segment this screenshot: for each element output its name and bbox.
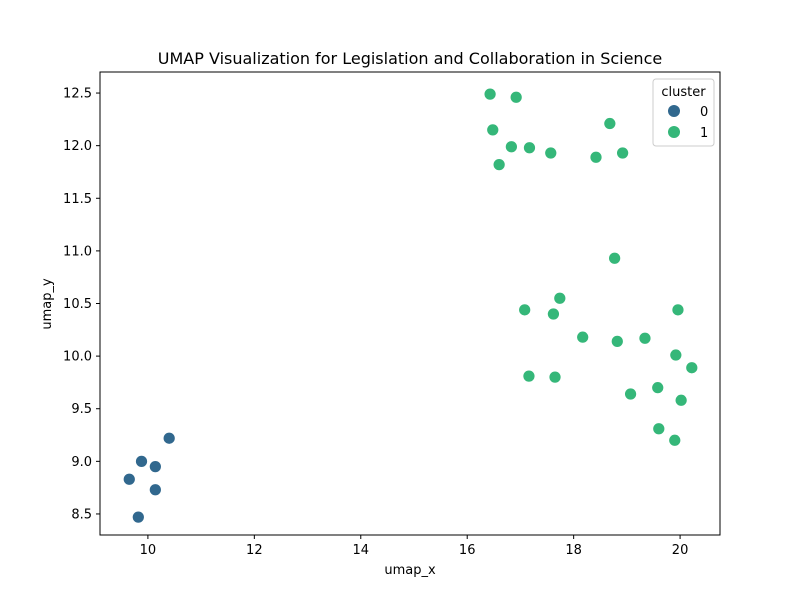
- scatter-point-cluster-1: [589, 150, 603, 164]
- scatter-point-cluster-1: [685, 361, 699, 375]
- scatter-point-cluster-1: [616, 146, 629, 160]
- scatter-point-cluster-1: [624, 387, 637, 401]
- y-tick-label: 12.5: [63, 87, 92, 102]
- scatter-point-cluster-1: [544, 146, 558, 160]
- scatter-point-cluster-0: [162, 431, 176, 445]
- y-tick-label: 9.0: [71, 455, 92, 470]
- chart-title: UMAP Visualization for Legislation and C…: [158, 49, 662, 68]
- legend-marker-0: [668, 105, 680, 117]
- x-tick-label: 10: [140, 543, 157, 558]
- legend-marker-1: [668, 126, 680, 138]
- scatter-point-cluster-1: [652, 422, 666, 436]
- scatter-point-cluster-1: [509, 90, 523, 104]
- scatter-point-cluster-1: [669, 348, 683, 362]
- scatter-point-cluster-1: [523, 141, 536, 155]
- scatter-point-cluster-1: [486, 123, 500, 137]
- scatter-point-cluster-1: [610, 335, 624, 348]
- legend: cluster 0 1: [652, 78, 715, 147]
- scatter-point-cluster-1: [671, 303, 685, 317]
- legend-box: [652, 78, 715, 147]
- scatter-point-cluster-1: [603, 117, 617, 130]
- y-axis-label: umap_y: [40, 278, 55, 330]
- legend-title: cluster: [661, 85, 706, 100]
- x-axis-label: umap_x: [384, 563, 436, 578]
- scatter-point-cluster-1: [483, 87, 497, 101]
- y-tick-label: 8.5: [71, 507, 92, 522]
- y-tick-label: 11.0: [63, 244, 92, 259]
- scatter-point-cluster-0: [135, 454, 148, 468]
- scatter-point-cluster-0: [148, 483, 162, 497]
- x-tick-label: 20: [672, 543, 689, 558]
- scatter-point-cluster-1: [674, 393, 688, 407]
- y-tick-label: 10.0: [63, 350, 92, 365]
- y-tick-label: 11.5: [63, 192, 92, 207]
- y-tick-label: 10.5: [63, 297, 92, 312]
- scatter-point-cluster-1: [608, 251, 622, 265]
- x-axis-ticks: 10 12 14 16 18 20: [140, 535, 689, 558]
- legend-label-0: 0: [700, 105, 708, 120]
- legend-label-1: 1: [700, 126, 708, 141]
- scatter-point-cluster-0: [122, 472, 136, 486]
- y-tick-label: 12.0: [63, 139, 92, 154]
- points-layer: [122, 87, 699, 524]
- scatter-point-cluster-1: [505, 140, 518, 154]
- scatter-point-cluster-1: [522, 369, 536, 383]
- scatter-point-cluster-1: [548, 370, 562, 384]
- scatter-point-cluster-1: [651, 381, 665, 395]
- scatter-point-cluster-0: [131, 510, 145, 524]
- scatter-point-cluster-1: [492, 158, 506, 171]
- scatter-point-cluster-1: [518, 303, 532, 317]
- scatter-point-cluster-0: [148, 460, 162, 473]
- scatter-point-cluster-1: [547, 307, 560, 321]
- y-axis-ticks: 8.5 9.0 9.5 10.0 10.5 11.0 11.5 12.0 12.5: [63, 87, 100, 522]
- scatter-point-cluster-1: [553, 291, 567, 305]
- x-tick-label: 14: [352, 543, 369, 558]
- x-tick-label: 18: [565, 543, 582, 558]
- x-tick-label: 12: [246, 543, 263, 558]
- scatter-point-cluster-1: [638, 331, 652, 345]
- y-tick-label: 9.5: [71, 402, 92, 417]
- x-tick-label: 16: [459, 543, 476, 558]
- scatter-point-cluster-1: [668, 433, 682, 447]
- scatter-point-cluster-1: [576, 330, 590, 344]
